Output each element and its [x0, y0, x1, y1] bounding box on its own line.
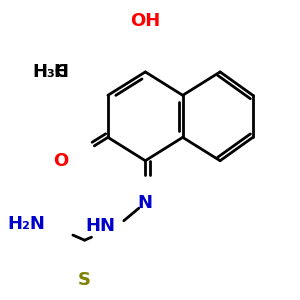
Text: H: H — [53, 63, 68, 81]
Text: N: N — [138, 194, 153, 212]
Text: HN: HN — [85, 217, 115, 235]
Text: H₂N: H₂N — [7, 215, 45, 233]
Text: H₃C: H₃C — [32, 63, 68, 81]
Text: O: O — [53, 152, 68, 170]
Text: OH: OH — [130, 12, 160, 30]
Text: S: S — [78, 271, 91, 289]
